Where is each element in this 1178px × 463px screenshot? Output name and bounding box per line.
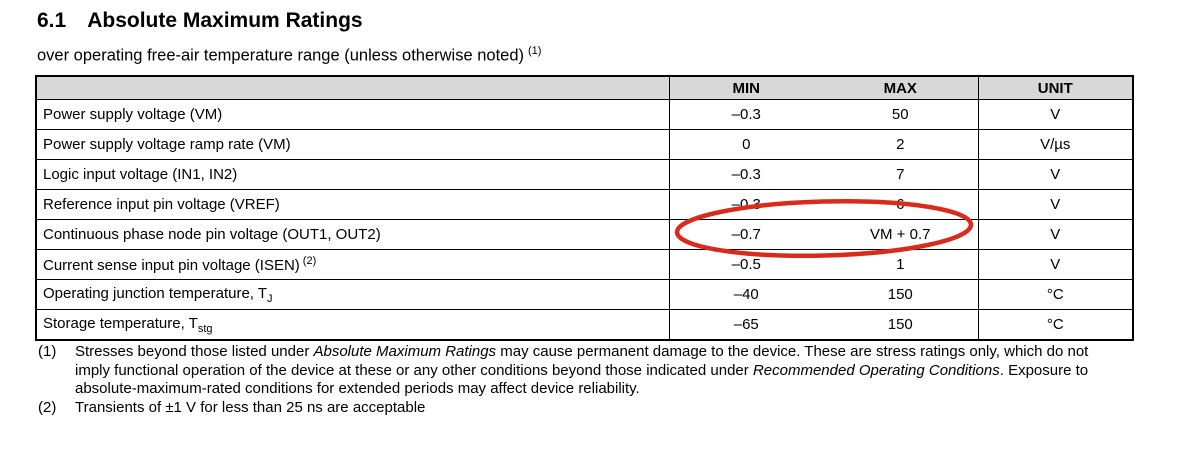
table-row: Logic input voltage (IN1, IN2) –0.3 7 V (36, 159, 1133, 190)
abs-max-ratings-table: MIN MAX UNIT Power supply voltage (VM) –0… (35, 75, 1134, 341)
unit-value: V (978, 189, 1133, 220)
table-header-row: MIN MAX UNIT (36, 75, 1133, 100)
condition-text: over operating free-air temperature rang… (37, 46, 525, 65)
table-row: Power supply voltage ramp rate (VM) 0 2 V/µ… (36, 129, 1133, 160)
table-row: Power supply voltage (VM) –0.3 50 V (36, 99, 1133, 130)
unit-value: V/µs (978, 129, 1133, 160)
max-value: 150 (823, 309, 979, 340)
min-value: –0.3 (669, 189, 823, 220)
param-label: Power supply voltage (VM) (36, 99, 670, 130)
param-label: Logic input voltage (IN1, IN2) (36, 159, 670, 190)
footnote: (2) Transients of ±1 V for less than 25 n… (38, 399, 1143, 418)
max-value: 6 (823, 189, 979, 220)
max-value: 150 (823, 279, 979, 310)
max-value: 1 (823, 249, 979, 280)
min-value: –0.3 (669, 99, 823, 130)
unit-value: V (978, 99, 1133, 130)
table-row: Reference input pin voltage (VREF) –0.3 6 V (36, 189, 1133, 220)
section-heading: 6.1 Absolute Maximum Ratings (37, 9, 363, 33)
unit-value: °C (978, 279, 1133, 310)
param-label: Power supply voltage ramp rate (VM) (36, 129, 670, 160)
unit-value: V (978, 159, 1133, 190)
col-header-unit: UNIT (978, 75, 1133, 100)
max-value: 7 (823, 159, 979, 190)
table-row: Storage temperature, Tstg –65 150 °C (36, 309, 1133, 340)
param-label: Storage temperature, Tstg (36, 309, 670, 340)
param-label: Operating junction temperature, TJ (36, 279, 670, 310)
param-label: Continuous phase node pin voltage (OUT1,… (36, 219, 670, 250)
footnote: (1) Stresses beyond those listed under Ab… (38, 343, 1143, 399)
param-label: Current sense input pin voltage (ISEN) (2… (36, 249, 670, 280)
max-value: 50 (823, 99, 979, 130)
footnote-number: (1) (38, 343, 57, 360)
footnote-text: Stresses beyond those listed under Absol… (75, 343, 1122, 399)
section-number: 6.1 (37, 9, 67, 32)
min-value: –0.7 (669, 219, 823, 250)
footnote-text: Transients of ±1 V for less than 25 ns a… (75, 399, 1122, 418)
param-label-subscript: stg (197, 322, 213, 335)
unit-value: °C (978, 309, 1133, 340)
footnote-text-italic-segment: Recommended Operating Conditions (752, 361, 1000, 379)
col-header-parameter (36, 75, 670, 100)
unit-value: V (978, 219, 1133, 250)
table-row: Operating junction temperature, TJ –40 150… (36, 279, 1133, 310)
param-label-subscript: J (267, 292, 273, 305)
footnote-text-italic-segment: Absolute Maximum Ratings (313, 343, 497, 360)
footnote-ref-1-marker: (1) (528, 45, 542, 57)
min-value: –0.5 (669, 249, 823, 280)
col-header-min: MIN (669, 75, 823, 100)
footnote-text-segment: . Exposure to absolute-maximum-rated con… (75, 361, 1089, 398)
footnote-number: (2) (38, 399, 57, 417)
footnote-ref-2-marker: (2) (302, 255, 317, 267)
max-value: 2 (823, 129, 979, 160)
footnote-text-segment: Transients of ±1 V for less than 25 ns a… (75, 399, 426, 417)
min-value: –0.3 (669, 159, 823, 190)
min-value: –65 (669, 309, 823, 340)
table-row: Continuous phase node pin voltage (OUT1,… (36, 219, 1133, 250)
max-value: VM + 0.7 (823, 219, 979, 250)
table-condition-note: over operating free-air temperature rang… (37, 45, 541, 66)
table-row: Current sense input pin voltage (ISEN) (2… (36, 249, 1133, 280)
min-value: 0 (669, 129, 823, 160)
col-header-max: MAX (823, 75, 979, 100)
footnote-text-segment: Stresses beyond those listed under (75, 343, 314, 360)
min-value: –40 (669, 279, 823, 310)
footnotes: (1) Stresses beyond those listed under Ab… (38, 343, 1143, 418)
param-label: Reference input pin voltage (VREF) (36, 189, 670, 220)
unit-value: V (978, 249, 1133, 280)
footnote-text-segment: may cause permanent damage to the device… (75, 343, 1089, 379)
section-title: Absolute Maximum Ratings (87, 9, 363, 32)
